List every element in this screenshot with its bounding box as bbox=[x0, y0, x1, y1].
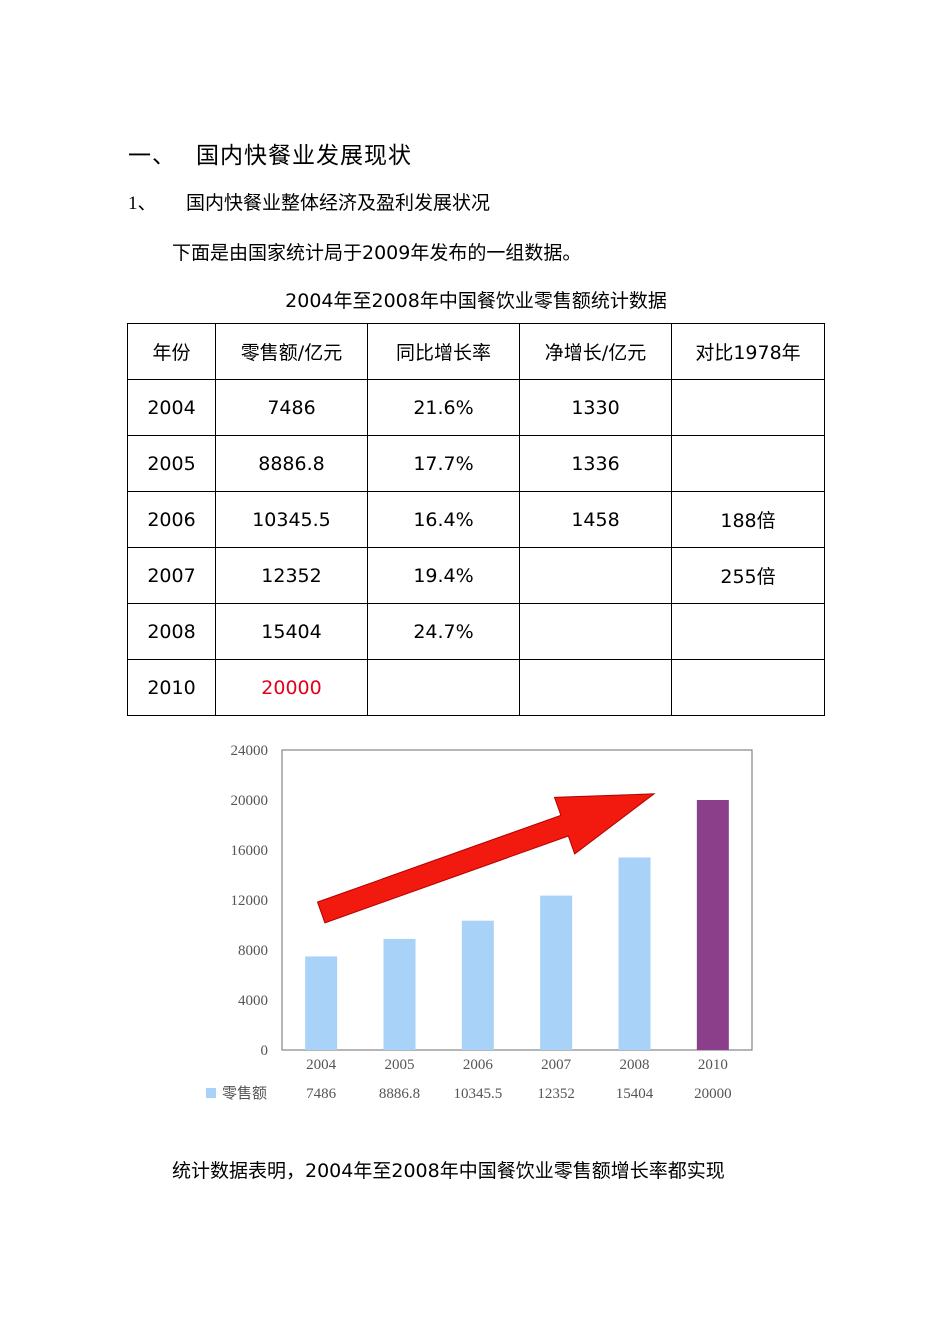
x-tick-label: 2004 bbox=[306, 1057, 337, 1073]
cell-vs-1978 bbox=[671, 659, 825, 716]
bar bbox=[618, 857, 651, 1050]
y-tick-label: 20000 bbox=[231, 793, 269, 809]
data-value-label: 15404 bbox=[616, 1086, 654, 1102]
cell-vs-1978 bbox=[671, 435, 825, 492]
table-caption: 2004年至2008年中国餐饮业零售额统计数据 bbox=[285, 290, 667, 312]
bar bbox=[461, 920, 494, 1050]
cell-year: 2006 bbox=[127, 491, 216, 548]
bar bbox=[305, 956, 338, 1050]
cell-net-growth bbox=[519, 659, 672, 716]
x-tick-label: 2005 bbox=[385, 1057, 415, 1073]
cell-vs-1978: 255倍 bbox=[671, 547, 825, 604]
cell-yoy-growth: 21.6% bbox=[367, 379, 520, 436]
cell-year: 2007 bbox=[127, 547, 216, 604]
bar bbox=[383, 938, 416, 1050]
subsection-title: 国内快餐业整体经济及盈利发展状况 bbox=[186, 192, 491, 214]
data-value-label: 7486 bbox=[306, 1086, 337, 1102]
x-axis-categories: 2004 2005 2006 2007 2008 2010 bbox=[306, 1057, 728, 1073]
cell-retail-sales-projected: 20000 bbox=[215, 659, 368, 716]
cell-yoy-growth: 19.4% bbox=[367, 547, 520, 604]
header-retail-sales: 零售额/亿元 bbox=[215, 323, 368, 380]
table-row: 2007 12352 19.4% 255倍 bbox=[127, 547, 825, 604]
bars bbox=[305, 800, 729, 1050]
legend-data-row: 零售额 7486 8886.8 10345.5 12352 15404 20000 bbox=[206, 1085, 732, 1102]
cell-yoy-growth bbox=[367, 659, 520, 716]
x-tick-label: 2007 bbox=[541, 1057, 572, 1073]
data-value-label: 10345.5 bbox=[453, 1086, 502, 1102]
intro-paragraph: 下面是由国家统计局于2009年发布的一组数据。 bbox=[172, 242, 582, 264]
cell-net-growth: 1458 bbox=[519, 491, 672, 548]
cell-vs-1978 bbox=[671, 603, 825, 660]
y-tick-label: 12000 bbox=[231, 893, 269, 909]
legend-label: 零售额 bbox=[222, 1085, 267, 1102]
y-tick-label: 4000 bbox=[238, 993, 268, 1009]
bar bbox=[696, 800, 729, 1050]
header-vs-1978: 对比1978年 bbox=[671, 323, 825, 380]
cell-retail-sales: 15404 bbox=[215, 603, 368, 660]
cell-year: 2010 bbox=[127, 659, 216, 716]
header-net-growth: 净增长/亿元 bbox=[519, 323, 672, 380]
table-row: 2004 7486 21.6% 1330 bbox=[127, 379, 825, 436]
summary-paragraph: 统计数据表明，2004年至2008年中国餐饮业零售额增长率都实现 bbox=[172, 1160, 725, 1182]
cell-vs-1978: 188倍 bbox=[671, 491, 825, 548]
statistics-table: 年份 零售额/亿元 同比增长率 净增长/亿元 对比1978年 2004 7486… bbox=[127, 323, 825, 716]
cell-retail-sales: 8886.8 bbox=[215, 435, 368, 492]
table-row: 2006 10345.5 16.4% 1458 188倍 bbox=[127, 491, 825, 548]
data-value-label: 8886.8 bbox=[379, 1086, 420, 1102]
y-axis-ticks: 0 4000 8000 12000 16000 20000 24000 bbox=[231, 743, 269, 1059]
cell-net-growth bbox=[519, 603, 672, 660]
x-tick-label: 2010 bbox=[698, 1057, 728, 1073]
section-number: 一、 bbox=[128, 143, 176, 169]
growth-arrow-icon bbox=[316, 793, 656, 924]
cell-yoy-growth: 17.7% bbox=[367, 435, 520, 492]
table-header-row: 年份 零售额/亿元 同比增长率 净增长/亿元 对比1978年 bbox=[127, 323, 825, 380]
x-tick-label: 2008 bbox=[620, 1057, 650, 1073]
y-tick-label: 8000 bbox=[238, 943, 268, 959]
bar bbox=[540, 895, 573, 1050]
legend-swatch bbox=[206, 1088, 216, 1098]
table-row: 2010 20000 bbox=[127, 659, 825, 716]
cell-year: 2005 bbox=[127, 435, 216, 492]
cell-retail-sales: 12352 bbox=[215, 547, 368, 604]
section-heading: 一、 国内快餐业发展现状 bbox=[128, 136, 412, 170]
y-tick-label: 24000 bbox=[231, 743, 269, 759]
cell-yoy-growth: 16.4% bbox=[367, 491, 520, 548]
table-row: 2008 15404 24.7% bbox=[127, 603, 825, 660]
table-row: 2005 8886.8 17.7% 1336 bbox=[127, 435, 825, 492]
cell-year: 2008 bbox=[127, 603, 216, 660]
cell-net-growth: 1336 bbox=[519, 435, 672, 492]
subsection-number: 1、 bbox=[128, 193, 157, 214]
subsection-heading: 1、 国内快餐业整体经济及盈利发展状况 bbox=[128, 188, 490, 215]
data-value-label: 20000 bbox=[694, 1086, 732, 1102]
cell-yoy-growth: 24.7% bbox=[367, 603, 520, 660]
x-tick-label: 2006 bbox=[463, 1057, 494, 1073]
cell-retail-sales: 7486 bbox=[215, 379, 368, 436]
cell-vs-1978 bbox=[671, 379, 825, 436]
cell-net-growth: 1330 bbox=[519, 379, 672, 436]
header-year: 年份 bbox=[127, 323, 216, 380]
cell-net-growth bbox=[519, 547, 672, 604]
data-value-label: 12352 bbox=[537, 1086, 575, 1102]
header-yoy-growth: 同比增长率 bbox=[367, 323, 520, 380]
y-tick-label: 0 bbox=[261, 1043, 269, 1059]
cell-year: 2004 bbox=[127, 379, 216, 436]
section-title: 国内快餐业发展现状 bbox=[196, 143, 412, 169]
y-tick-label: 16000 bbox=[231, 843, 269, 859]
cell-retail-sales: 10345.5 bbox=[215, 491, 368, 548]
